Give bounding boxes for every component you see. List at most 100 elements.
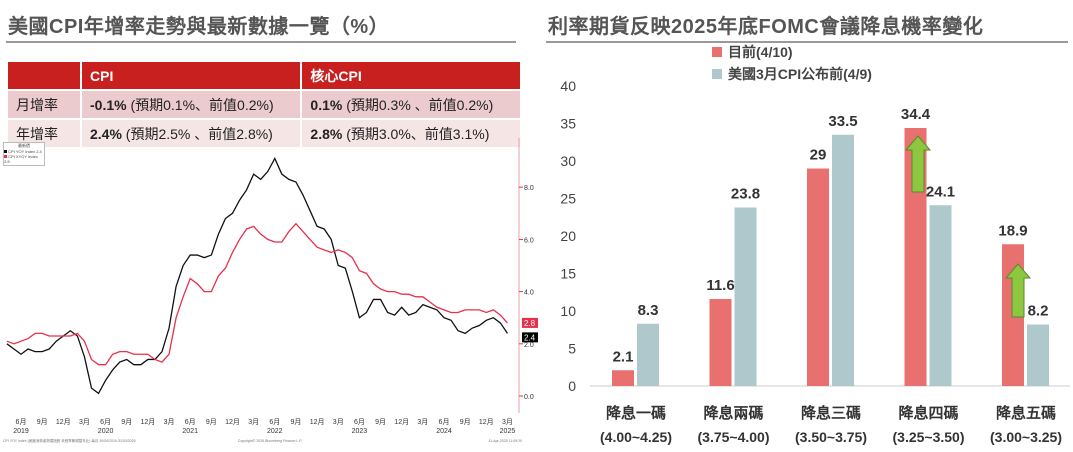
y-tick-label: 15 [560,266,576,282]
y-tick-label: 20 [560,228,576,244]
bar-current [807,168,829,386]
header-cpi: CPI [79,60,303,91]
y-tick-label: 2.0 [524,342,534,349]
x-tick-label: 3月 [417,418,428,426]
bar-before [637,323,659,386]
legend-core: CPI XYOY Index 2.8 [4,154,38,164]
category-range: (3.00~3.25) [990,429,1062,445]
x-tick-label: 9月 [290,418,301,426]
footer-copyright: Copyright© 2025 Bloomberg Finance L.P. [238,439,303,443]
data-label: 18.9 [998,222,1027,239]
category-label: 降息三碼 [801,404,861,422]
y-tick-label: 30 [560,153,576,169]
end-label: 2.4 [524,333,536,342]
x-tick-label: 3月 [333,418,344,426]
cpi-note: (預期2.5% 、前值2.8%) [121,125,273,142]
legend-cpi: CPI YOY Index 2.4 [8,149,42,154]
category-label: 降息五碼 [996,404,1056,422]
data-label: 34.4 [901,106,931,123]
bar-current [612,370,634,386]
data-label: 33.5 [828,113,857,130]
y-tick-label: 35 [560,116,576,132]
x-tick-label: 12月 [56,418,71,426]
x-tick-label: 6月 [16,418,27,426]
cpi-value: -0.1% [90,96,127,113]
x-tick-label: 9月 [206,418,217,426]
category-label: 降息四碼 [898,404,958,422]
end-label-box [522,317,538,328]
bar-current [709,299,732,386]
year-label: 2019 [13,428,29,435]
year-label: 2025 [500,428,516,435]
series-line-cpi-xyoy-index [6,222,508,366]
legend-label: 目前(4/10) [728,44,793,60]
right-divider [546,41,1068,43]
x-tick-label: 12月 [141,418,156,426]
y-tick-label: 25 [560,191,576,207]
end-label-box [522,332,538,343]
bar-before [1027,324,1049,386]
cpi-value: 2.4% [90,125,122,142]
x-tick-label: 6月 [439,418,450,426]
up-arrow-icon [1004,263,1032,318]
category-label: 降息兩碼 [703,404,763,422]
x-tick-label: 9月 [460,418,471,426]
y-tick-label: 0.0 [524,394,534,401]
right-title: 利率期貨反映2025年底FOMC會議降息機率變化 [548,16,984,38]
legend-swatch-black [4,150,7,153]
core-value: 2.8% [310,125,343,142]
bar-before [832,134,854,386]
row-label: 月增率 [6,89,82,120]
cpi-summary-table: CPI 核心CPI 月增率 -0.1% (預期0.1%、前值0.2%) 0.1%… [6,60,522,149]
legend-swatch [712,69,722,79]
data-label: 11.6 [706,277,734,294]
footer-timestamp: 11-Apr-2025 11:09:20 [488,439,522,443]
bar-before [929,205,952,386]
x-tick-label: 12月 [310,418,325,426]
x-tick-label: 9月 [375,418,386,426]
core-note: (預期0.3% 、前值0.2%) [342,96,494,113]
legend-title: 最新價 [18,143,30,148]
x-tick-label: 6月 [185,418,196,426]
data-label: 8.2 [1028,303,1049,320]
y-tick-label: 40 [560,78,576,94]
x-tick-label: 3月 [248,418,259,426]
header-blank [6,60,82,91]
table-row: 月增率 -0.1% (預期0.1%、前值0.2%) 0.1% (預期0.3% 、… [6,89,522,120]
data-label: 23.8 [731,186,760,203]
x-tick-label: 6月 [354,418,365,426]
y-tick-label: 8.0 [524,185,534,192]
year-label: 2022 [267,428,283,435]
data-label: 2.1 [613,348,634,365]
category-range: (4.00~4.25) [600,429,672,445]
category-range: (3.25~3.50) [893,429,965,445]
data-label: 24.1 [926,183,955,200]
core-note: (預期3.0%、前值3.1%) [342,125,490,142]
x-tick-label: 12月 [225,418,240,426]
y-tick-label: 10 [560,303,576,319]
year-label: 2024 [436,428,452,435]
x-tick-label: 9月 [37,418,48,426]
category-range: (3.75~4.00) [698,429,770,445]
year-label: 2020 [98,428,114,435]
cpi-line-chart: 0.0 2.0 4.0 6.0 8.0 2.8 2.4 6月 9月 12月 3月 6月 9月 12月 3月 6… [3,138,538,443]
core-value: 0.1% [310,96,343,113]
left-title: 美國CPI年增率走勢與最新數據一覽（%） [8,16,390,38]
y-tick-label: 0 [568,378,576,394]
y-tick-label: 4.0 [524,290,534,297]
legend-swatch-red [4,155,7,158]
legend-label: 美國3月CPI公布前(4/9) [728,66,872,82]
y-tick-label: 5 [568,341,576,357]
left-divider [6,41,516,43]
x-tick-label: 12月 [479,418,494,426]
cpi-note: (預期0.1%、前值0.2%) [126,96,274,113]
x-tick-label: 12月 [394,418,409,426]
category-range: (3.50~3.75) [795,429,867,445]
x-tick-label: 3月 [164,418,175,426]
fomc-bar-chart: 0 5 10 15 20 25 30 35 40 目前(4/10) 美國3月CPI公布前(4/9) 2… [560,44,1070,445]
x-tick-label: 6月 [100,418,111,426]
data-label: 29 [810,147,827,164]
line-legend: 最新價 CPI YOY Index 2.4 CPI XYOY Index 2.8 [3,142,45,166]
category-label: 降息一碼 [606,404,666,422]
table-header-row: CPI 核心CPI [6,60,522,91]
